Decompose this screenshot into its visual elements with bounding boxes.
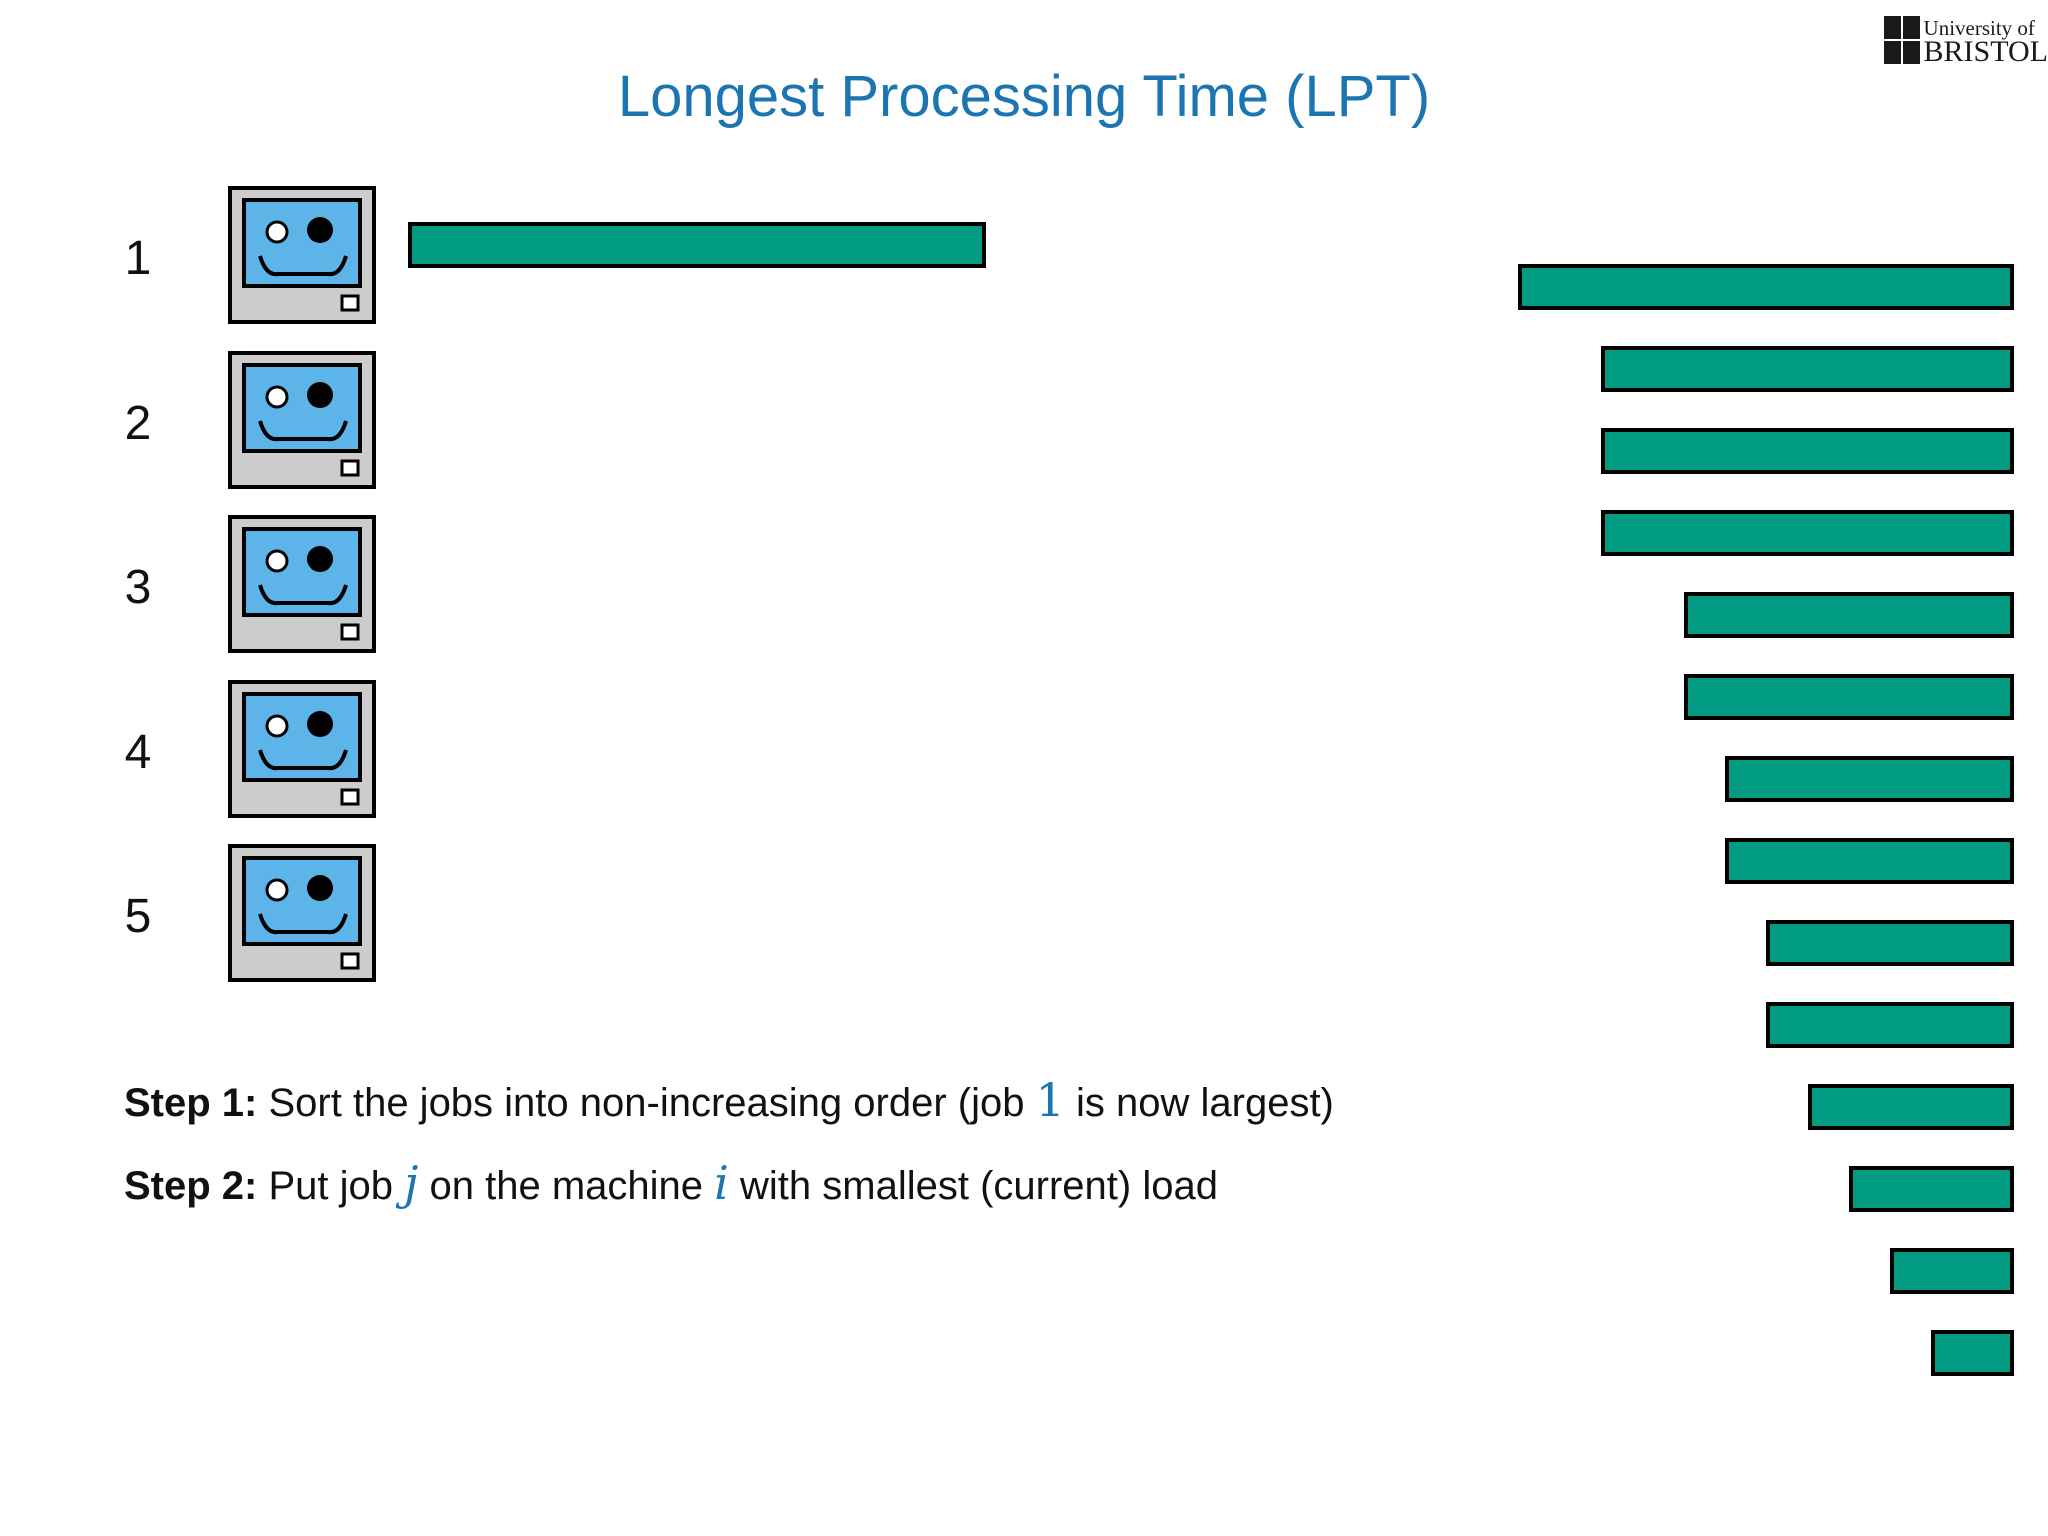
queued-job-bar: [1601, 510, 2014, 556]
step-2-math-j: j: [404, 1156, 419, 1210]
queued-job-bar: [1601, 346, 2014, 392]
slide-title: Longest Processing Time (LPT): [617, 64, 1431, 129]
queued-job-bar: [1518, 264, 2014, 310]
queued-job-bar: [1683, 592, 2014, 638]
step-2-label: Step 2:: [124, 1164, 258, 1208]
monitor-face-icon: [228, 844, 376, 982]
step-2-text-after: with smallest (current) load: [740, 1164, 1218, 1208]
queued-job-bar: [1848, 1166, 2014, 1212]
queued-job-bar: [1724, 838, 2014, 884]
step-2-text-middle: on the machine: [429, 1164, 704, 1208]
queued-job-bar: [1766, 920, 2014, 966]
step-2-text-before: Put job: [268, 1164, 394, 1208]
queued-job-bar: [1807, 1084, 2014, 1130]
queued-job-bar: [1890, 1248, 2014, 1294]
step-1-math-job: 1: [1035, 1073, 1065, 1127]
logo-line-1: University of: [1923, 16, 2035, 40]
assigned-job-bar: [408, 222, 987, 268]
logo-line-2: BRISTOL: [1923, 35, 2048, 68]
step-1-label: Step 1:: [124, 1081, 258, 1125]
monitor-face-icon: [228, 350, 376, 489]
machine-label-1: 1: [124, 232, 152, 285]
machine-label-5: 5: [124, 890, 152, 943]
queued-job-bar: [1931, 1330, 2014, 1376]
queued-job-bar: [1766, 1002, 2014, 1048]
step-2: Step 2: Put job j on the machine i with …: [124, 1158, 1218, 1211]
step-1: Step 1: Sort the jobs into non-increasin…: [124, 1075, 1334, 1128]
university-logo: University of BRISTOL: [1884, 14, 2048, 68]
monitor-face-icon: [228, 186, 376, 324]
queued-job-bar: [1601, 428, 2014, 474]
queued-job-bar: [1683, 674, 2014, 720]
queued-job-bar: [1724, 756, 2014, 802]
step-1-text-after: is now largest): [1076, 1081, 1334, 1125]
university-crest-icon: [1884, 16, 1920, 64]
monitor-face-icon: [228, 679, 376, 818]
step-1-text-before: Sort the jobs into non-increasing order …: [268, 1081, 1025, 1125]
monitor-face-icon: [228, 515, 376, 653]
machine-label-4: 4: [124, 725, 152, 779]
machine-label-2: 2: [124, 396, 152, 450]
step-2-math-i: i: [714, 1156, 729, 1210]
machine-label-3: 3: [124, 561, 152, 614]
